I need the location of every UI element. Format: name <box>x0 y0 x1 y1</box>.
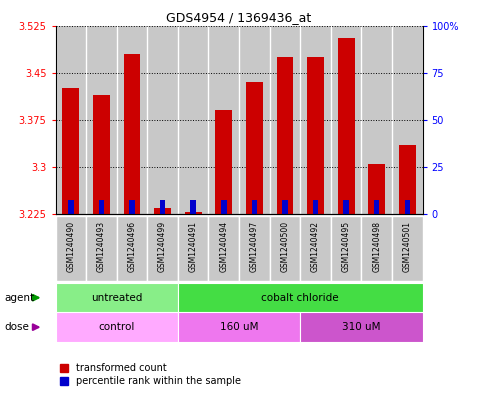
Bar <box>338 38 355 214</box>
Text: untreated: untreated <box>91 293 142 303</box>
Bar <box>178 283 423 312</box>
Bar <box>270 216 300 281</box>
Bar <box>361 26 392 214</box>
Bar <box>178 312 300 342</box>
Text: GSM1240500: GSM1240500 <box>281 221 289 272</box>
Bar <box>215 110 232 214</box>
Bar <box>405 200 410 214</box>
Bar <box>307 57 324 214</box>
Bar <box>369 164 385 214</box>
Bar <box>343 200 349 214</box>
Bar <box>154 208 171 214</box>
Bar <box>252 200 257 214</box>
Bar <box>331 26 361 214</box>
Bar <box>399 145 416 214</box>
Text: control: control <box>99 322 135 332</box>
Bar <box>178 26 209 214</box>
Text: GSM1240493: GSM1240493 <box>97 221 106 272</box>
Bar <box>124 54 141 214</box>
Bar <box>93 95 110 214</box>
Bar <box>117 26 147 214</box>
Bar <box>147 216 178 281</box>
Title: GDS4954 / 1369436_at: GDS4954 / 1369436_at <box>167 11 312 24</box>
Text: GSM1240492: GSM1240492 <box>311 221 320 272</box>
Bar <box>147 26 178 214</box>
Text: 310 uM: 310 uM <box>342 322 381 332</box>
Text: GSM1240496: GSM1240496 <box>128 221 137 272</box>
Bar <box>56 312 178 342</box>
Text: GSM1240497: GSM1240497 <box>250 221 259 272</box>
Bar <box>86 26 117 214</box>
Text: GSM1240499: GSM1240499 <box>158 221 167 272</box>
Bar <box>68 200 73 214</box>
Text: 160 uM: 160 uM <box>220 322 258 332</box>
Bar <box>282 200 288 214</box>
Bar <box>56 283 178 312</box>
Legend: transformed count, percentile rank within the sample: transformed count, percentile rank withi… <box>60 363 241 386</box>
Text: GSM1240501: GSM1240501 <box>403 221 412 272</box>
Bar <box>190 200 196 214</box>
Text: GSM1240495: GSM1240495 <box>341 221 351 272</box>
Bar <box>313 200 318 214</box>
Bar <box>160 200 165 214</box>
Text: GSM1240490: GSM1240490 <box>66 221 75 272</box>
Bar <box>374 200 380 214</box>
Bar <box>221 200 227 214</box>
Bar <box>361 216 392 281</box>
Bar <box>99 200 104 214</box>
Bar <box>270 26 300 214</box>
Text: GSM1240498: GSM1240498 <box>372 221 381 272</box>
Bar <box>277 57 293 214</box>
Bar <box>209 216 239 281</box>
Bar <box>239 26 270 214</box>
Bar <box>86 216 117 281</box>
Bar <box>392 216 423 281</box>
Text: dose: dose <box>5 322 30 332</box>
Bar <box>56 216 86 281</box>
Bar <box>239 216 270 281</box>
Bar <box>300 26 331 214</box>
Bar <box>178 216 209 281</box>
Bar <box>300 216 331 281</box>
Bar <box>246 82 263 214</box>
Bar <box>209 26 239 214</box>
Bar <box>185 212 201 214</box>
Text: cobalt chloride: cobalt chloride <box>261 293 339 303</box>
Text: GSM1240494: GSM1240494 <box>219 221 228 272</box>
Bar <box>62 88 79 214</box>
Text: agent: agent <box>5 293 35 303</box>
Bar <box>331 216 361 281</box>
Bar <box>117 216 147 281</box>
Bar <box>392 26 423 214</box>
Bar <box>56 26 86 214</box>
Bar <box>300 312 423 342</box>
Text: GSM1240491: GSM1240491 <box>189 221 198 272</box>
Bar <box>129 200 135 214</box>
